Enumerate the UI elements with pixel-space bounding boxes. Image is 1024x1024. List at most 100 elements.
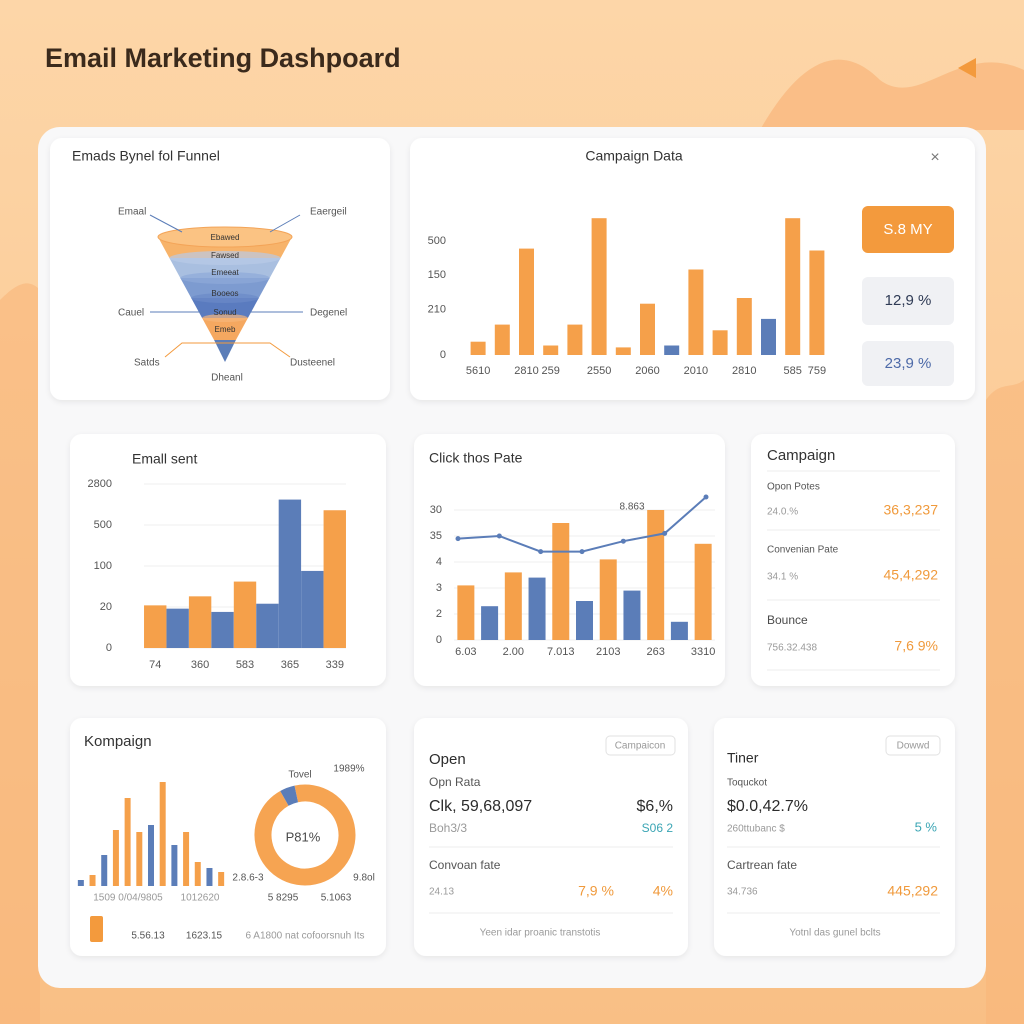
y-tick-label: 500 — [94, 519, 112, 531]
row-value: 7,9 % — [578, 883, 614, 899]
stat-left: 34.1 % — [767, 572, 798, 583]
funnel-layer-label: Fawsed — [211, 251, 239, 260]
bar — [278, 499, 302, 648]
bar — [591, 218, 607, 355]
close-button[interactable]: × — [930, 149, 939, 166]
annotation: 8.863 — [619, 502, 644, 513]
sub-value: 260ttubanc $ — [727, 824, 785, 835]
kpi-box — [862, 341, 954, 386]
bar — [194, 862, 201, 886]
x-tick-label: 2810 — [732, 365, 756, 377]
footer-label: 6 A1800 nat cofoorsnuh Its — [246, 931, 365, 942]
bar — [552, 523, 570, 640]
decor-wave — [0, 283, 40, 1024]
stat-right: 7,6 9% — [894, 638, 938, 654]
bar — [576, 601, 593, 640]
bar — [519, 248, 534, 355]
bar — [218, 872, 225, 886]
x-tick-label: 2060 — [635, 365, 659, 377]
bar — [599, 559, 617, 640]
stat-label: Bounce — [767, 613, 808, 627]
sub-right: S06 2 — [642, 821, 674, 835]
funnel-layer — [214, 340, 236, 362]
funnel-label: Emaal — [118, 207, 146, 218]
stat-label: Convenian Pate — [767, 545, 839, 556]
y-tick-label: 30 — [430, 504, 442, 516]
x-tick-label: 339 — [326, 659, 344, 671]
button-label[interactable]: Campaicon — [615, 741, 666, 752]
bar — [640, 303, 655, 355]
y-tick-label: 3 — [436, 582, 442, 594]
panel-title: Campaign — [767, 447, 835, 464]
sub-right: 5 % — [915, 819, 938, 834]
stat-left: 24.0.% — [767, 507, 798, 518]
kpi-value: S.8 MY — [883, 221, 932, 238]
bar — [112, 830, 119, 886]
bar — [470, 341, 486, 355]
button-label[interactable]: Dowwd — [897, 741, 930, 752]
funnel-label: Degenel — [310, 308, 347, 319]
page-title: Email Marketing Dashpoard — [45, 43, 401, 73]
y-tick-label: 4 — [436, 556, 442, 568]
donut-label: 1989% — [333, 764, 364, 775]
axis-label: 1012620 — [181, 893, 220, 904]
bar — [736, 298, 752, 355]
donut-label: 2.8.6-3 — [232, 873, 264, 884]
row-value: 445,292 — [887, 883, 938, 899]
funnel-label: Eaergeil — [310, 207, 347, 218]
bar — [623, 590, 641, 640]
kpi-box — [862, 277, 954, 325]
main-right: $6,% — [637, 798, 673, 815]
funnel — [157, 226, 293, 362]
line-point — [579, 549, 585, 555]
legend-swatch — [90, 916, 103, 942]
timer-panel — [714, 718, 955, 956]
row-value: 34.736 — [727, 887, 758, 898]
line-point — [538, 549, 544, 555]
bar — [543, 345, 559, 355]
donut-center: P81% — [286, 829, 321, 844]
stat-label: Opon Potes — [767, 482, 820, 493]
button[interactable] — [885, 735, 941, 756]
funnel-layer-label: Emeeat — [211, 268, 239, 277]
bar — [457, 585, 475, 640]
chart-title: Click thos Pate — [429, 450, 523, 466]
button[interactable] — [605, 735, 676, 756]
kpi-box — [862, 206, 954, 253]
bar — [664, 345, 680, 355]
bar — [233, 581, 257, 648]
donut-label: 5 8295 — [268, 893, 299, 904]
leader-line — [164, 342, 291, 358]
y-tick-label: 500 — [428, 235, 446, 247]
bar — [481, 606, 499, 640]
bar — [647, 510, 665, 640]
y-tick-label: 150 — [428, 269, 446, 281]
panel-title: Emads Bynel fol Funnel — [72, 148, 220, 164]
y-tick-label: 210 — [428, 303, 446, 315]
kpi-value: 23,9 % — [885, 355, 932, 372]
bar — [124, 798, 131, 886]
x-tick-label: 263 — [647, 646, 665, 658]
row-value: 4% — [653, 883, 673, 899]
panel-title: Kompaign — [84, 733, 152, 750]
stat-left: 756.32.438 — [767, 643, 817, 654]
bar — [761, 318, 776, 355]
leader-line — [149, 214, 183, 233]
stat-right: 45,4,292 — [884, 567, 939, 583]
y-tick-label: 0 — [106, 642, 112, 654]
x-tick-label: 2.00 — [503, 646, 524, 658]
donut-label: 5.1063 — [321, 893, 352, 904]
main-value: $0.0,42.7% — [727, 798, 808, 815]
x-tick-label: 259 — [542, 365, 560, 377]
footer: Yotnl das gunel bclts — [789, 928, 880, 939]
bar — [89, 875, 96, 886]
line-point — [703, 494, 709, 500]
line-point — [496, 533, 502, 539]
bar — [148, 825, 154, 886]
bar — [785, 218, 801, 355]
x-tick-label: 74 — [149, 659, 161, 671]
footer: Yeen idar proanic transtotis — [480, 928, 601, 939]
bar — [183, 832, 190, 886]
x-tick-label: 365 — [281, 659, 299, 671]
y-tick-label: 0 — [436, 634, 442, 646]
